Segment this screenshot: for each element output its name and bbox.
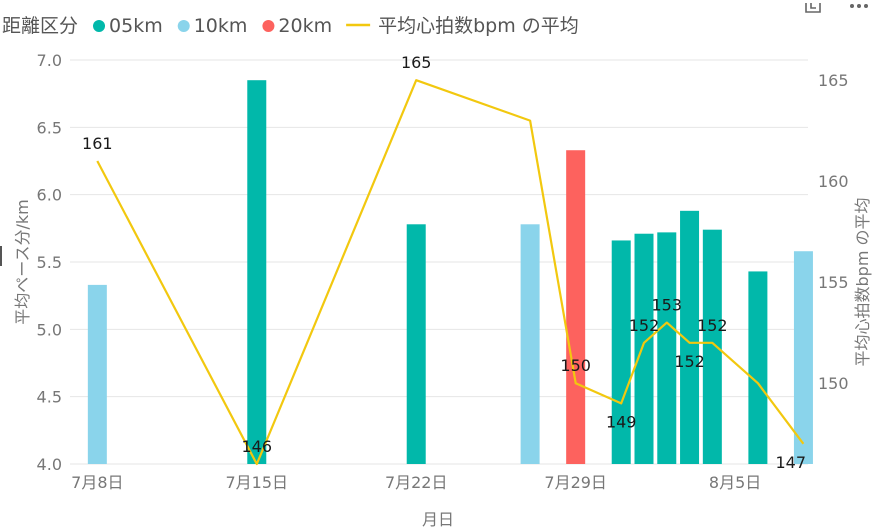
y-right-tick-label: 160 <box>818 172 849 191</box>
y-left-tick-label: 4.0 <box>37 455 62 474</box>
bar <box>566 150 586 464</box>
axes: 4.0 4.5 5.0 5.5 6.0 6.5 7.0 150 155 160 165 7月8日 7月1… <box>37 51 849 492</box>
y-right-tick-label: 155 <box>818 273 849 292</box>
line-data-label: 153 <box>652 296 683 315</box>
line-data-label: 150 <box>560 356 591 375</box>
line-data-label: 165 <box>401 53 432 72</box>
line-data-label: 161 <box>82 134 113 153</box>
y-axis-left-title: 平均ペース分/km <box>13 199 32 324</box>
bar <box>520 224 540 464</box>
line-data-label: 152 <box>629 316 660 335</box>
bar <box>702 229 722 464</box>
legend-marker-20km <box>262 20 275 32</box>
line-data-label: 147 <box>775 453 806 472</box>
y-left-tick-label: 5.0 <box>37 320 62 339</box>
heart-rate-line-series <box>96 79 805 466</box>
more-options-icon[interactable] <box>848 0 870 12</box>
x-tick-label: 8月5日 <box>709 473 761 492</box>
y-left-tick-label: 5.5 <box>37 253 62 272</box>
bar <box>634 233 654 464</box>
y-right-tick-label: 165 <box>818 71 849 90</box>
legend-title: 距離区分 <box>2 15 78 37</box>
focus-mode-icon[interactable] <box>803 0 825 13</box>
y-axis-right-title: 平均心拍数bpm の平均 <box>853 198 872 367</box>
bar <box>680 210 700 464</box>
y-left-tick-label: 4.5 <box>37 388 62 407</box>
legend-item-label: 平均心拍数bpm の平均 <box>378 15 579 37</box>
x-axis-title: 月日 <box>422 510 454 529</box>
bar <box>748 271 768 464</box>
bar <box>247 80 267 464</box>
line-data-label: 152 <box>697 316 728 335</box>
legend-marker-10km <box>177 20 190 32</box>
bar <box>611 240 631 464</box>
line-data-label: 149 <box>606 412 637 431</box>
bar <box>87 284 107 464</box>
y-left-tick-label: 6.0 <box>37 186 62 205</box>
legend-item-label: 05km <box>109 15 163 37</box>
legend-item-label: 10km <box>194 15 248 37</box>
x-tick-label: 7月15日 <box>226 473 289 492</box>
heart-rate-line <box>96 79 805 466</box>
y-left-tick-label: 6.5 <box>37 118 62 137</box>
x-tick-label: 7月22日 <box>385 473 448 492</box>
x-tick-label: 7月29日 <box>544 473 607 492</box>
legend-marker-05km <box>93 20 106 32</box>
y-right-tick-label: 150 <box>818 374 849 393</box>
bar <box>406 224 426 464</box>
bar <box>793 251 813 464</box>
legend: 距離区分 05km 10km 20km 平均心拍数bpm の平均 <box>2 15 579 37</box>
y-left-tick-label: 7.0 <box>37 51 62 70</box>
line-data-label: 146 <box>242 437 273 456</box>
x-tick-label: 7月8日 <box>71 473 123 492</box>
bar-series <box>87 80 813 464</box>
line-data-label: 152 <box>674 352 705 371</box>
legend-item-label: 20km <box>278 15 332 37</box>
bar <box>657 232 677 464</box>
